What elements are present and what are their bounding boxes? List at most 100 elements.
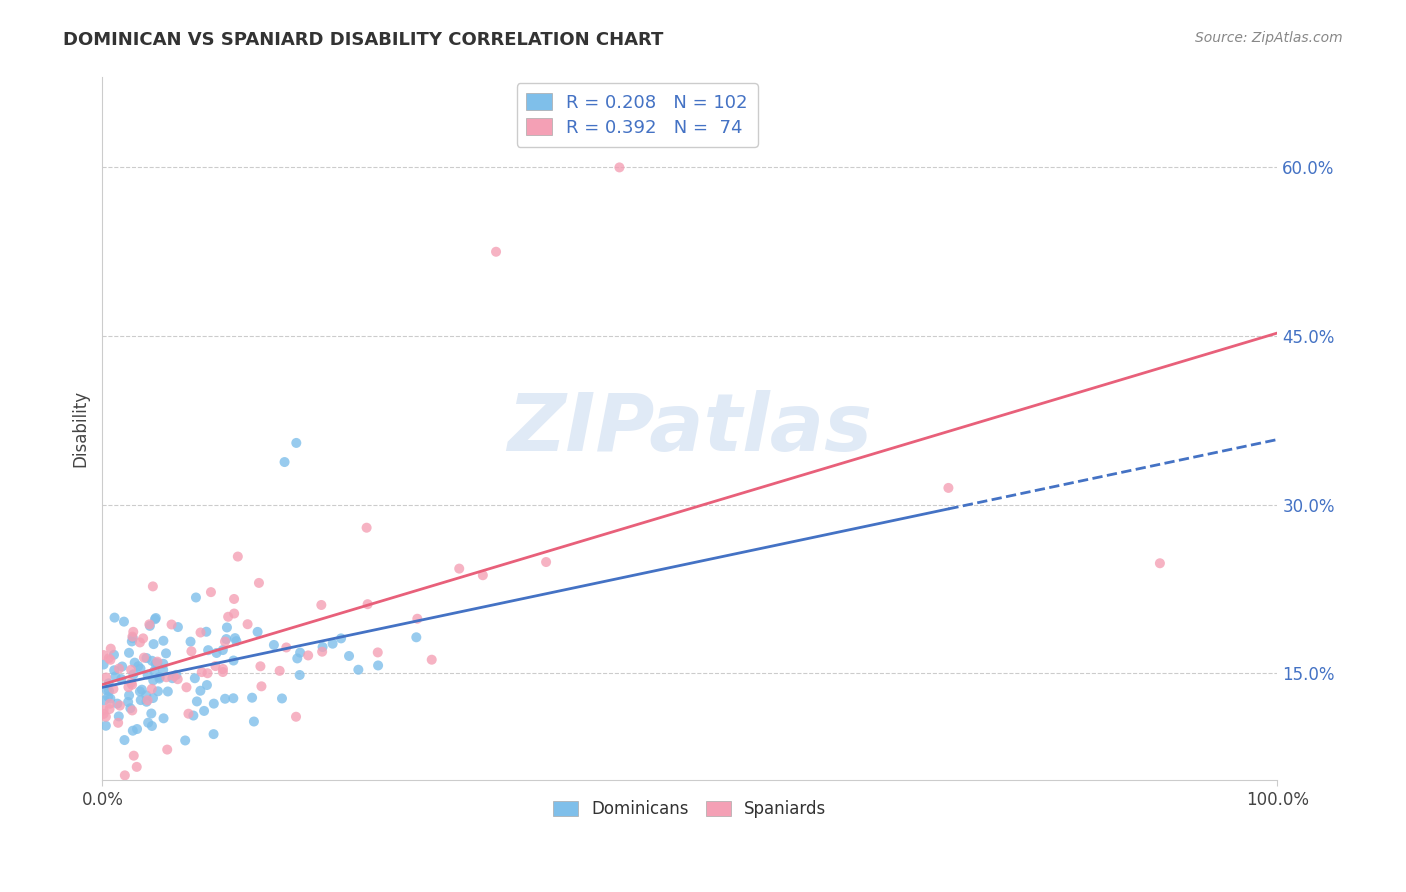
Point	[449, 561, 471, 575]
Point	[163, 669, 186, 683]
Point	[97, 651, 120, 665]
Point	[121, 703, 143, 717]
Point	[94, 719, 117, 733]
Point	[129, 635, 152, 649]
Point	[162, 671, 184, 685]
Point	[165, 668, 187, 682]
Point	[276, 640, 298, 655]
Point	[269, 664, 291, 678]
Point	[243, 714, 266, 729]
Point	[146, 655, 169, 669]
Point	[98, 697, 121, 711]
Point	[1149, 556, 1171, 570]
Point	[222, 654, 245, 668]
Point	[405, 630, 427, 644]
Point	[160, 617, 183, 632]
Point	[214, 691, 236, 706]
Point	[367, 645, 389, 659]
Point	[190, 683, 212, 698]
Point	[485, 244, 508, 259]
Point	[152, 657, 174, 671]
Point	[122, 624, 145, 639]
Point	[121, 630, 143, 644]
Point	[420, 653, 443, 667]
Point	[141, 681, 163, 696]
Point	[156, 684, 179, 698]
Point	[367, 658, 389, 673]
Point	[155, 646, 177, 660]
Y-axis label: Disability: Disability	[72, 391, 89, 467]
Point	[271, 691, 294, 706]
Point	[135, 651, 157, 665]
Point	[148, 672, 170, 686]
Point	[322, 637, 344, 651]
Point	[139, 619, 162, 633]
Point	[183, 708, 205, 723]
Text: ZIPatlas: ZIPatlas	[508, 390, 872, 468]
Point	[132, 632, 155, 646]
Point	[129, 684, 152, 698]
Point	[138, 617, 160, 632]
Point	[117, 680, 139, 694]
Point	[120, 701, 142, 715]
Point	[195, 624, 218, 639]
Point	[285, 651, 308, 665]
Point	[122, 667, 145, 681]
Point	[285, 710, 308, 724]
Point	[174, 733, 197, 747]
Point	[222, 591, 245, 606]
Point	[222, 691, 245, 706]
Point	[142, 637, 165, 651]
Point	[121, 678, 143, 692]
Point	[249, 659, 271, 673]
Point	[152, 663, 174, 677]
Point	[177, 706, 200, 721]
Point	[167, 620, 190, 634]
Point	[250, 679, 273, 693]
Point	[131, 682, 153, 697]
Point	[93, 648, 115, 662]
Point	[224, 631, 246, 645]
Point	[125, 722, 148, 736]
Point	[534, 555, 557, 569]
Point	[93, 706, 115, 721]
Point	[100, 653, 122, 667]
Point	[145, 611, 167, 625]
Point	[176, 681, 198, 695]
Point	[97, 676, 120, 690]
Point	[246, 624, 269, 639]
Point	[273, 455, 295, 469]
Point	[117, 695, 139, 709]
Point	[337, 648, 360, 663]
Point	[152, 711, 174, 725]
Point	[212, 662, 235, 676]
Point	[142, 579, 165, 593]
Point	[108, 698, 131, 713]
Point	[152, 633, 174, 648]
Point	[111, 659, 134, 673]
Point	[215, 620, 238, 634]
Point	[141, 719, 163, 733]
Point	[97, 684, 120, 698]
Point	[166, 672, 188, 686]
Point	[103, 681, 125, 696]
Point	[195, 678, 218, 692]
Point	[311, 598, 333, 612]
Point	[120, 675, 142, 690]
Point	[120, 663, 142, 677]
Point	[180, 644, 202, 658]
Point	[225, 634, 247, 648]
Point	[190, 625, 212, 640]
Text: Source: ZipAtlas.com: Source: ZipAtlas.com	[1195, 31, 1343, 45]
Point	[93, 657, 115, 672]
Point	[141, 706, 163, 721]
Point	[142, 691, 165, 706]
Point	[247, 575, 270, 590]
Point	[406, 612, 429, 626]
Point	[197, 643, 219, 657]
Point	[204, 659, 226, 673]
Point	[135, 689, 157, 703]
Point	[347, 663, 370, 677]
Point	[107, 709, 129, 723]
Point	[125, 760, 148, 774]
